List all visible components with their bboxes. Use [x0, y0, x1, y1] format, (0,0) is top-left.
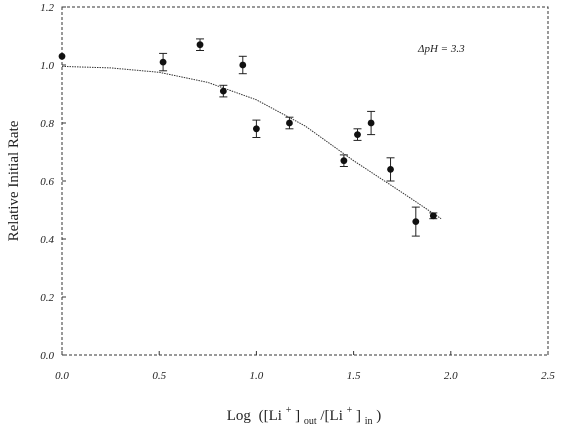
x-axis-title-sub-out: out: [304, 416, 317, 427]
data-point: [354, 131, 361, 139]
y-tick-label: 1.0: [40, 60, 54, 72]
y-tick-label: 0.4: [40, 234, 54, 246]
x-axis-title: Log ([Li + ] out /[Li + ] in ): [227, 401, 382, 428]
data-point: [196, 41, 204, 49]
x-axis-title-log: Log: [227, 408, 252, 424]
data-point: [367, 119, 375, 127]
x-axis-title-slash: /[Li: [320, 408, 343, 424]
x-axis-title-close1: ]: [295, 408, 300, 424]
fit-curve-layer: [61, 65, 442, 220]
fit-curve: [61, 65, 442, 220]
data-point: [58, 52, 66, 60]
x-axis-title-close2: ]: [356, 408, 361, 424]
data-point: [412, 218, 420, 226]
y-axis-ticks: 0.0 0.2 0.4 0.6 0.8 1.0 1.2: [40, 2, 66, 362]
data-point: [387, 166, 394, 173]
y-tick-label: 0.8: [40, 118, 54, 130]
x-axis-title-sub-in: in: [365, 416, 373, 427]
annotation-delta-ph: ΔpH = 3.3: [417, 43, 465, 55]
x-axis-title-open: ([Li: [259, 408, 282, 424]
data-point: [219, 87, 227, 95]
x-axis-ticks: 0.0 0.5 1.0 1.5 2.0 2.5: [55, 351, 555, 382]
y-tick-label: 0.6: [40, 176, 54, 188]
plot-frame: [61, 6, 549, 356]
x-tick-label: 0.0: [55, 370, 69, 382]
x-tick-label: 1.5: [347, 370, 361, 382]
y-axis-title: Relative Initial Rate: [6, 120, 22, 241]
data-point: [159, 58, 167, 66]
data-point: [239, 61, 247, 69]
x-tick-label: 2.5: [541, 370, 555, 382]
x-tick-label: 1.0: [250, 370, 264, 382]
x-axis-title-sup1: +: [286, 405, 292, 416]
x-axis-title-sup2: +: [347, 405, 353, 416]
data-point: [340, 157, 348, 165]
x-axis-title-end: ): [376, 408, 381, 424]
data-point: [286, 119, 293, 127]
x-tick-label: 2.0: [444, 370, 458, 382]
data-points-layer: [58, 38, 438, 237]
x-tick-label: 0.5: [152, 370, 166, 382]
y-tick-label: 1.2: [40, 2, 54, 14]
data-point: [253, 125, 260, 133]
y-tick-label: 0.2: [40, 292, 54, 304]
y-tick-label: 0.0: [40, 350, 54, 362]
data-point: [429, 212, 437, 220]
